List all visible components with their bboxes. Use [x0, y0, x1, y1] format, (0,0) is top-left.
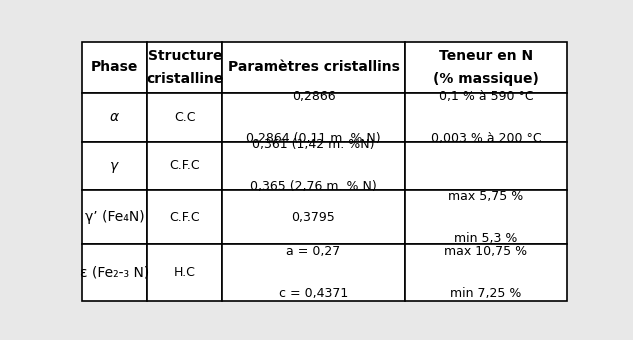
Bar: [404, 190, 567, 244]
Text: Structure
cristalline: Structure cristalline: [146, 49, 223, 86]
Text: ε (Fe₂-₃ N): ε (Fe₂-₃ N): [80, 266, 149, 280]
Text: 0,1 % à 590 °C

0,003 % à 200 °C: 0,1 % à 590 °C 0,003 % à 200 °C: [430, 90, 541, 145]
Bar: [147, 190, 222, 244]
Text: Phase: Phase: [91, 61, 138, 74]
Text: C.F.C: C.F.C: [170, 159, 200, 172]
Bar: [404, 92, 567, 142]
Text: Paramètres cristallins: Paramètres cristallins: [227, 61, 399, 74]
Text: Teneur en N
(% massique): Teneur en N (% massique): [433, 49, 539, 86]
Bar: [222, 142, 404, 190]
Text: C.C: C.C: [174, 111, 196, 124]
Bar: [222, 244, 404, 301]
Text: γ: γ: [110, 159, 118, 173]
Bar: [222, 190, 404, 244]
Bar: [147, 42, 222, 92]
Text: a = 0,27

c = 0,4371: a = 0,27 c = 0,4371: [279, 245, 348, 300]
Bar: [147, 142, 222, 190]
Bar: [222, 42, 404, 92]
Text: C.F.C: C.F.C: [170, 210, 200, 224]
Text: H.C: H.C: [174, 266, 196, 279]
Bar: [147, 244, 222, 301]
Bar: [82, 142, 147, 190]
Bar: [147, 92, 222, 142]
Bar: [404, 142, 567, 190]
Text: max 10,75 %

min 7,25 %: max 10,75 % min 7,25 %: [444, 245, 527, 300]
Bar: [82, 92, 147, 142]
Bar: [82, 42, 147, 92]
Bar: [82, 190, 147, 244]
Bar: [222, 92, 404, 142]
Bar: [82, 244, 147, 301]
Text: α: α: [110, 110, 119, 124]
Text: 0,2866

0,2864 (0,11 m. % N): 0,2866 0,2864 (0,11 m. % N): [246, 90, 381, 145]
Text: max 5,75 %

min 5,3 %: max 5,75 % min 5,3 %: [448, 190, 523, 244]
Text: 0,3795: 0,3795: [292, 210, 335, 224]
Text: γʼ (Fe₄N): γʼ (Fe₄N): [85, 210, 144, 224]
Text: 0,361 (1,42 m. %N)

0,365 (2,76 m. % N): 0,361 (1,42 m. %N) 0,365 (2,76 m. % N): [250, 138, 377, 193]
Bar: [404, 42, 567, 92]
Bar: [404, 244, 567, 301]
